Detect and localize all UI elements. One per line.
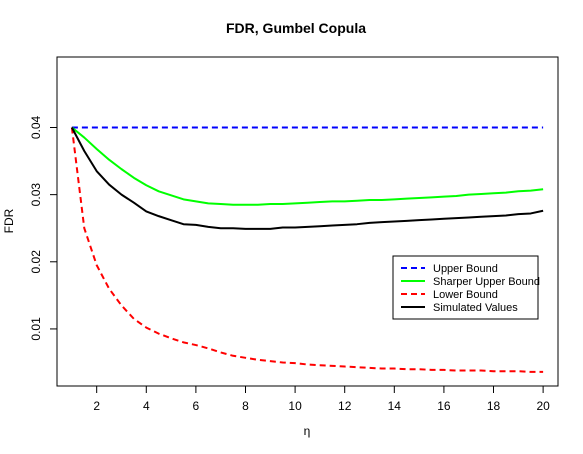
x-tick-label: 18 bbox=[487, 399, 501, 413]
x-tick-label: 2 bbox=[93, 399, 100, 413]
legend-label: Simulated Values bbox=[433, 302, 518, 314]
legend-label: Sharper Upper Bound bbox=[433, 276, 540, 288]
y-tick-label: 0.01 bbox=[29, 317, 43, 341]
y-axis: 0.01 0.02 0.03 0.04 bbox=[29, 115, 58, 341]
series-line-lower-bound bbox=[70, 127, 544, 373]
x-tick-label: 20 bbox=[536, 399, 550, 413]
x-tick-label: 16 bbox=[437, 399, 451, 413]
x-tick-label: 14 bbox=[388, 399, 402, 413]
chart-title: FDR, Gumbel Copula bbox=[226, 20, 366, 36]
series-line-sharper-upper-bound bbox=[71, 126, 544, 206]
legend-label: Lower Bound bbox=[433, 289, 498, 301]
series-layer bbox=[70, 126, 544, 373]
x-axis-label: η bbox=[304, 424, 311, 438]
y-tick-label: 0.04 bbox=[29, 115, 43, 139]
x-tick-label: 12 bbox=[338, 399, 352, 413]
plot-area-frame bbox=[56, 56, 559, 387]
y-tick-label: 0.03 bbox=[29, 183, 43, 207]
series-line-simulated-values bbox=[70, 127, 544, 230]
legend-label: Upper Bound bbox=[433, 263, 498, 275]
y-axis-label: FDR bbox=[2, 208, 16, 233]
x-tick-label: 4 bbox=[143, 399, 150, 413]
y-tick-label: 0.02 bbox=[29, 250, 43, 274]
x-tick-label: 8 bbox=[242, 399, 249, 413]
x-tick-label: 6 bbox=[193, 399, 200, 413]
legend-box bbox=[392, 255, 539, 320]
x-axis: 2 4 6 8 10 12 14 16 18 20 bbox=[93, 385, 550, 413]
x-tick-label: 10 bbox=[288, 399, 302, 413]
